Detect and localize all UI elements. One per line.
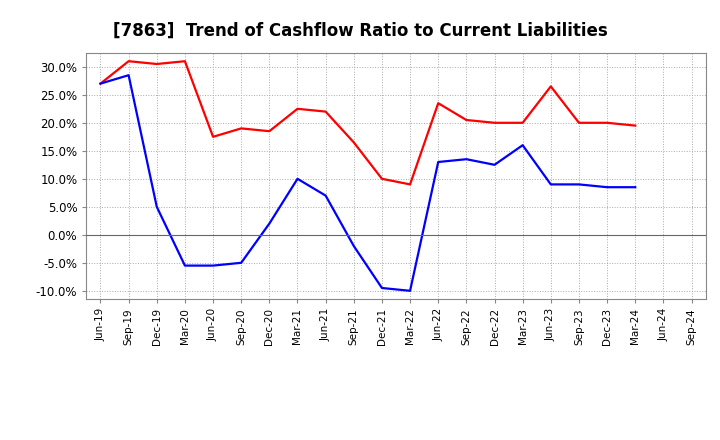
Free CF to Current Liabilities: [490, 162, 499, 168]
Free CF to Current Liabilities: [209, 263, 217, 268]
Operating CF to Current Liabilities: [406, 182, 415, 187]
Free CF to Current Liabilities: [125, 73, 133, 78]
Operating CF to Current Liabilities: [575, 120, 583, 125]
Free CF to Current Liabilities: [265, 221, 274, 226]
Operating CF to Current Liabilities: [125, 59, 133, 64]
Operating CF to Current Liabilities: [293, 106, 302, 111]
Operating CF to Current Liabilities: [265, 128, 274, 134]
Operating CF to Current Liabilities: [237, 126, 246, 131]
Free CF to Current Liabilities: [153, 204, 161, 209]
Free CF to Current Liabilities: [603, 184, 611, 190]
Free CF to Current Liabilities: [349, 243, 358, 249]
Operating CF to Current Liabilities: [321, 109, 330, 114]
Free CF to Current Liabilities: [575, 182, 583, 187]
Operating CF to Current Liabilities: [434, 101, 443, 106]
Free CF to Current Liabilities: [293, 176, 302, 181]
Operating CF to Current Liabilities: [181, 59, 189, 64]
Free CF to Current Liabilities: [237, 260, 246, 265]
Free CF to Current Liabilities: [631, 184, 639, 190]
Operating CF to Current Liabilities: [518, 120, 527, 125]
Free CF to Current Liabilities: [462, 157, 471, 162]
Free CF to Current Liabilities: [518, 143, 527, 148]
Operating CF to Current Liabilities: [349, 140, 358, 145]
Operating CF to Current Liabilities: [96, 81, 105, 86]
Operating CF to Current Liabilities: [377, 176, 386, 181]
Operating CF to Current Liabilities: [209, 134, 217, 139]
Text: [7863]  Trend of Cashflow Ratio to Current Liabilities: [7863] Trend of Cashflow Ratio to Curren…: [112, 22, 608, 40]
Free CF to Current Liabilities: [321, 193, 330, 198]
Operating CF to Current Liabilities: [631, 123, 639, 128]
Free CF to Current Liabilities: [377, 286, 386, 291]
Operating CF to Current Liabilities: [490, 120, 499, 125]
Operating CF to Current Liabilities: [153, 61, 161, 66]
Line: Free CF to Current Liabilities: Free CF to Current Liabilities: [101, 75, 635, 291]
Operating CF to Current Liabilities: [462, 117, 471, 123]
Free CF to Current Liabilities: [434, 159, 443, 165]
Operating CF to Current Liabilities: [546, 84, 555, 89]
Line: Operating CF to Current Liabilities: Operating CF to Current Liabilities: [101, 61, 635, 184]
Free CF to Current Liabilities: [406, 288, 415, 293]
Free CF to Current Liabilities: [546, 182, 555, 187]
Operating CF to Current Liabilities: [603, 120, 611, 125]
Free CF to Current Liabilities: [96, 81, 105, 86]
Free CF to Current Liabilities: [181, 263, 189, 268]
